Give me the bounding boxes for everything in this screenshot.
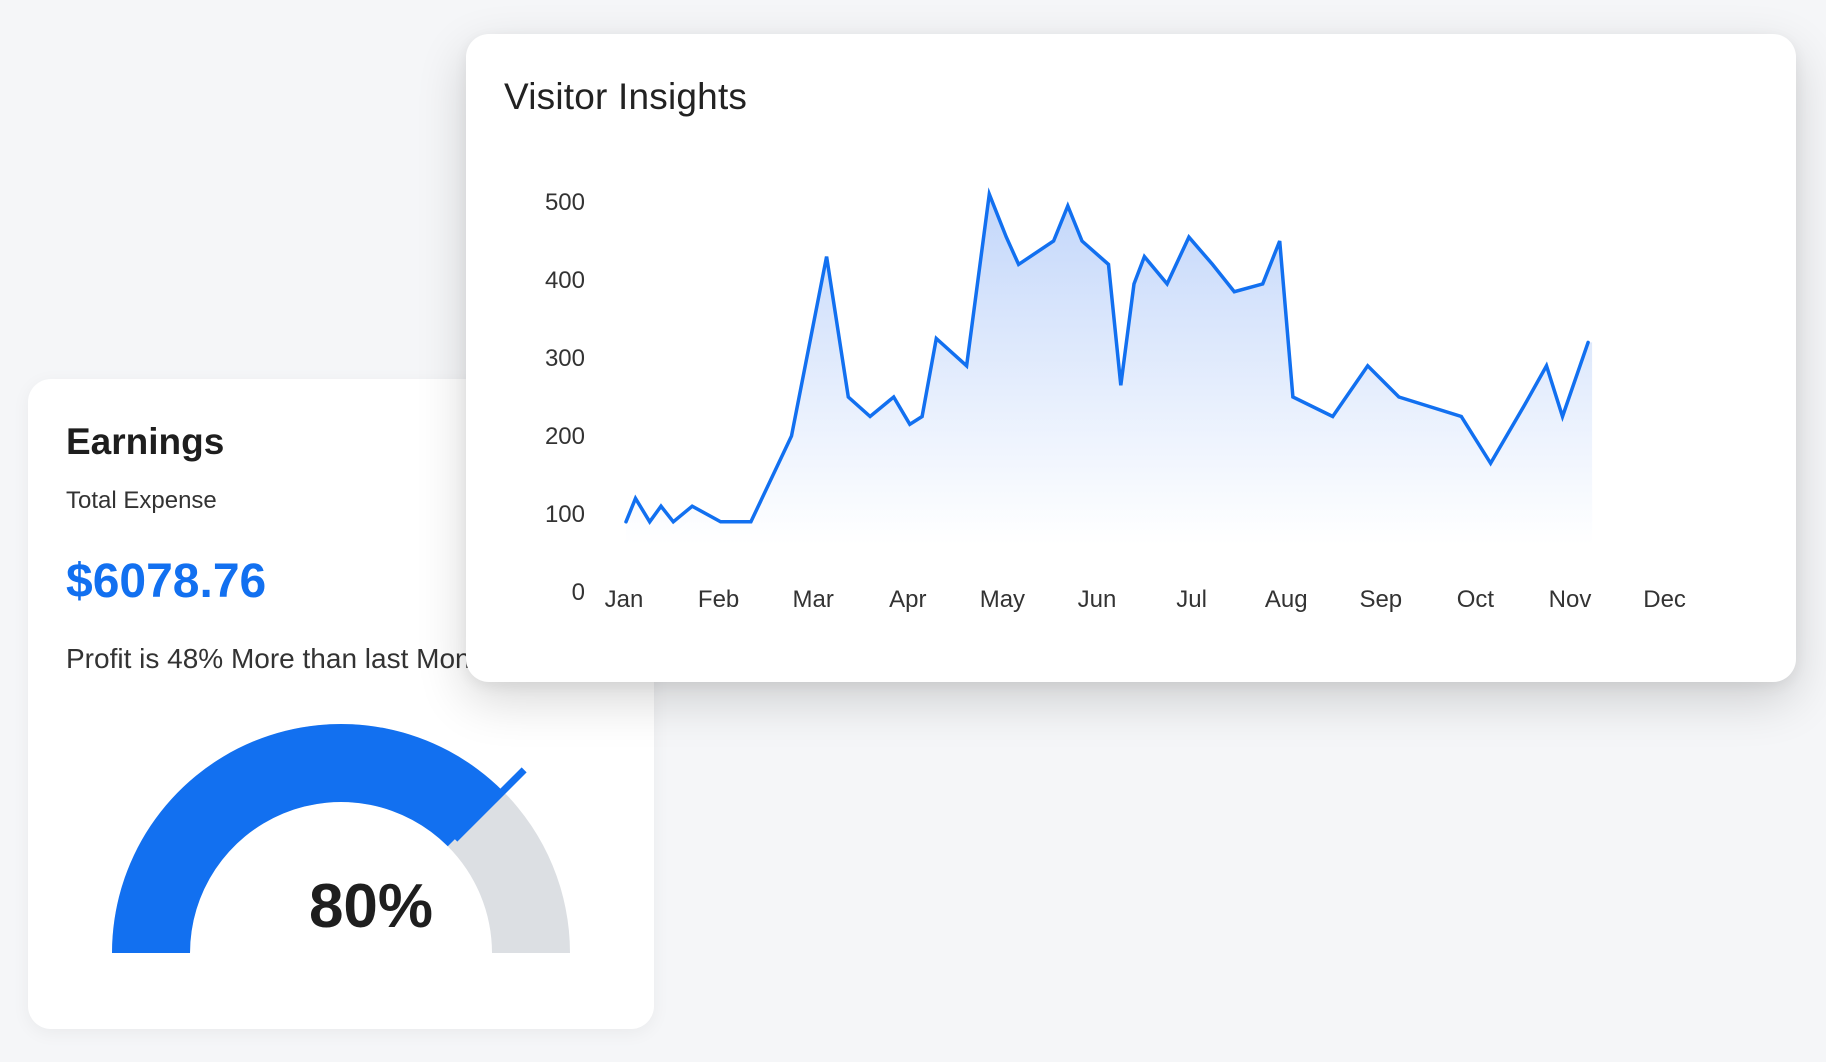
- x-tick-label: Dec: [1643, 586, 1686, 613]
- x-tick-label: May: [980, 586, 1025, 613]
- y-tick-label: 500: [545, 189, 585, 216]
- x-tick-label: Aug: [1265, 586, 1308, 613]
- total-expense-label: Total Expense: [66, 487, 217, 514]
- x-tick-label: Mar: [793, 586, 834, 613]
- gauge-fill: [112, 724, 503, 953]
- x-tick-label: Apr: [889, 586, 926, 613]
- visitor-insights-card: Visitor Insights 0 100 200 300 400 500 Jan Feb…: [466, 34, 1796, 682]
- x-tick-label: Jul: [1176, 586, 1207, 613]
- y-tick-label: 200: [545, 423, 585, 450]
- x-tick-label: Feb: [698, 586, 739, 613]
- gauge-percentage: 80%: [308, 872, 434, 941]
- x-tick-label: Jun: [1078, 586, 1117, 613]
- visitor-area: [626, 194, 1593, 546]
- earnings-title: Earnings: [66, 421, 225, 462]
- x-tick-label: Oct: [1457, 586, 1495, 613]
- x-tick-label: Sep: [1359, 586, 1402, 613]
- x-tick-label: Nov: [1549, 586, 1592, 613]
- profit-note: Profit is 48% More than last Month: [66, 643, 494, 674]
- y-tick-label: 0: [572, 579, 585, 606]
- y-tick-label: 300: [545, 345, 585, 372]
- earnings-amount: $6078.76: [66, 555, 267, 608]
- visitor-line: [624, 187, 1590, 525]
- x-tick-label: Jan: [605, 586, 644, 613]
- y-tick-label: 100: [545, 501, 585, 528]
- gauge-needle: [452, 767, 527, 842]
- visitor-insights-title: Visitor Insights: [504, 76, 748, 117]
- y-tick-label: 400: [545, 267, 585, 294]
- profit-gauge: [112, 724, 570, 953]
- visitor-insights-chart: 0 100 200 300 400 500 Jan Feb Mar Apr May Jun Jul Au…: [545, 187, 1686, 613]
